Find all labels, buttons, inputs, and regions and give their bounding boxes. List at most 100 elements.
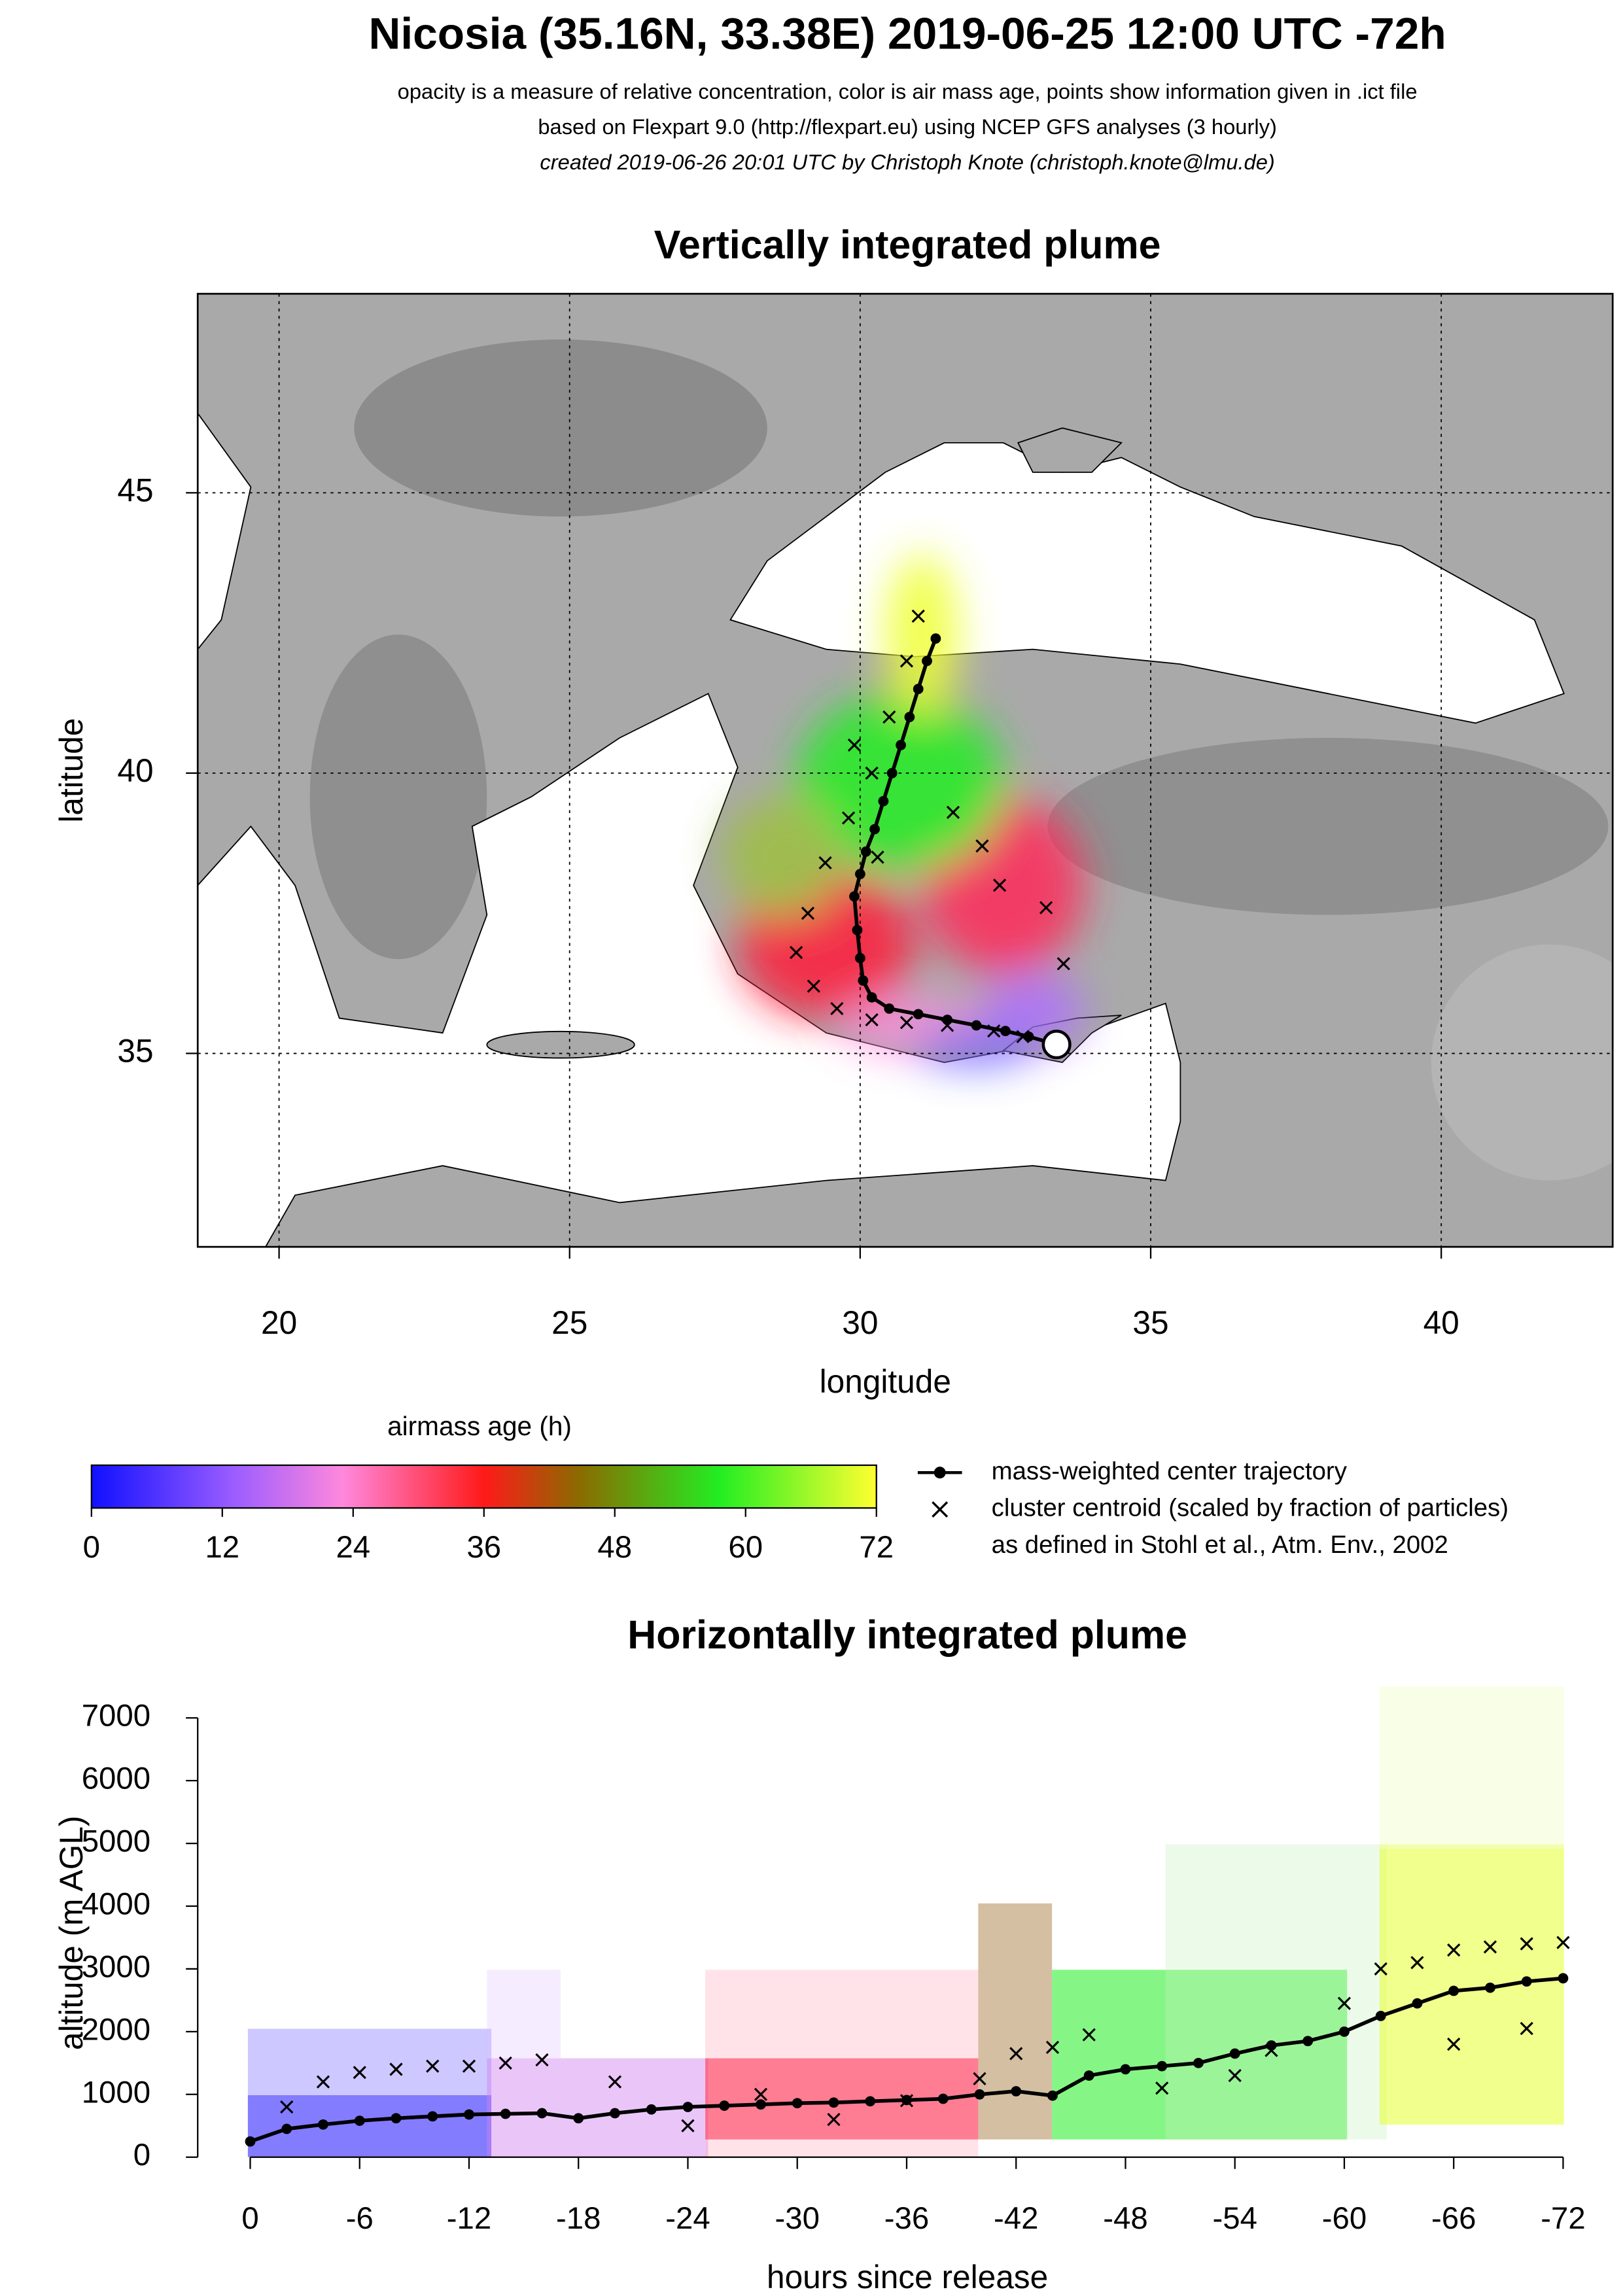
altitude-title: Horizontally integrated plume: [627, 1612, 1187, 1657]
colorbar-tick-label: 24: [336, 1530, 370, 1565]
trajectory-point: [930, 633, 941, 644]
trajectory-point: [500, 2108, 511, 2119]
trajectory-point: [860, 846, 871, 857]
trajectory-point: [1558, 1973, 1569, 1984]
trajectory-point: [849, 891, 860, 902]
trajectory-point: [1193, 2057, 1204, 2068]
trajectory-point: [1302, 2036, 1314, 2047]
x-tick-label: 25: [551, 1304, 587, 1341]
cluster-centroid: [987, 1024, 1001, 1038]
trajectory-point: [942, 1015, 953, 1025]
cluster-centroid: [871, 850, 884, 864]
trajectory-point: [865, 2096, 876, 2107]
x-tick-label: -24: [665, 2201, 710, 2236]
x-tick-label: -60: [1322, 2201, 1367, 2236]
x-tick-label: -66: [1431, 2201, 1476, 2236]
trajectory-point: [646, 2104, 657, 2115]
cluster-centroid: [1009, 2047, 1023, 2061]
cluster-centroid: [899, 654, 914, 668]
cluster-centroid: [1556, 1936, 1570, 1949]
cluster-centroid: [498, 2056, 512, 2070]
land-relief: [1047, 737, 1609, 915]
trajectory-point: [1011, 2086, 1022, 2096]
y-tick-label: 5000: [82, 1824, 150, 1859]
colorbar-title: airmass age (h): [387, 1411, 572, 1441]
cluster-centroid: [830, 1001, 844, 1015]
trajectory-point: [886, 767, 898, 778]
subtitle: based on Flexpart 9.0 (http://flexpart.e…: [538, 114, 1276, 139]
trajectory-point: [869, 824, 880, 835]
x-tick-label: -54: [1212, 2201, 1257, 2236]
legend-cross: [932, 1501, 949, 1518]
x-axis-label: longitude: [820, 1363, 951, 1400]
trajectory-point: [904, 712, 915, 723]
trajectory-point: [1521, 1976, 1532, 1987]
cluster-centroid: [1447, 1943, 1461, 1957]
map-frame: [196, 292, 1614, 1248]
trajectory-point: [913, 684, 924, 695]
x-tick-label: -48: [1103, 2201, 1147, 2236]
x-tick-label: -30: [775, 2201, 820, 2236]
cluster-centroid: [1016, 1030, 1030, 1043]
subtitle: opacity is a measure of relative concent…: [398, 79, 1418, 103]
x-tick-label: -12: [447, 2201, 491, 2236]
legend-dot: [934, 1467, 946, 1479]
trajectory-point: [922, 655, 932, 667]
legend-label: cluster centroid (scaled by fraction of …: [992, 1494, 1509, 1522]
cluster-centroid: [790, 946, 803, 960]
cluster-centroid: [975, 839, 989, 853]
trajectory-point: [245, 2136, 256, 2147]
cluster-centroid: [426, 2059, 440, 2073]
x-tick-label: -42: [994, 2201, 1038, 2236]
cluster-centroid: [1447, 2037, 1461, 2051]
x-tick-label: 20: [261, 1304, 297, 1341]
trajectory-point: [536, 2108, 548, 2119]
cluster-centroid: [1337, 1996, 1352, 2010]
trajectory-point: [854, 869, 865, 880]
trajectory-point: [682, 2102, 693, 2112]
trajectory-point: [1229, 2048, 1240, 2059]
trajectory-point: [1412, 1998, 1423, 2009]
cluster-centroid: [841, 811, 856, 825]
trajectory-point: [854, 952, 865, 964]
cluster-centroid: [1483, 1940, 1497, 1954]
cluster-centroid: [462, 2059, 476, 2073]
trajectory-point: [1339, 2026, 1350, 2037]
y-tick-label: 0: [133, 2138, 150, 2172]
colorbar-tick-label: 0: [83, 1530, 100, 1565]
land-relief: [309, 635, 487, 960]
crimea: [1017, 427, 1123, 473]
trajectory-point: [427, 2111, 438, 2122]
trajectory-point: [828, 2097, 839, 2108]
land-relief: [354, 339, 767, 517]
cluster-centroid: [353, 2066, 366, 2079]
trajectory-point: [281, 2123, 292, 2134]
cluster-centroid: [865, 1013, 879, 1027]
y-tick-label: 3000: [82, 1949, 150, 1984]
cluster-centroid: [807, 979, 820, 993]
colorbar-tick-label: 72: [859, 1530, 894, 1565]
cluster-centroid: [1374, 1962, 1387, 1976]
trajectory-point: [1083, 2070, 1094, 2081]
x-tick-label: -18: [556, 2201, 601, 2236]
cluster-centroid: [1520, 1937, 1533, 1951]
map-background: [198, 294, 1613, 1247]
main-title: Nicosia (35.16N, 33.38E) 2019-06-25 12:0…: [369, 10, 1446, 59]
subtitle: created 2019-06-26 20:01 UTC by Christop…: [540, 150, 1274, 174]
x-axis-label: hours since release: [767, 2259, 1048, 2295]
legend-note: as defined in Stohl et al., Atm. Env., 2…: [992, 1531, 1448, 1559]
cluster-centroid: [754, 2087, 768, 2101]
y-tick-label: 6000: [82, 1762, 150, 1796]
trajectory-point: [971, 1020, 982, 1031]
x-tick-label: 30: [842, 1304, 878, 1341]
trajectory-point: [858, 975, 869, 986]
y-tick-label: 45: [117, 472, 153, 508]
altitude-plume: [247, 1686, 1564, 2157]
cluster-centroid: [316, 2075, 330, 2089]
release-point: [1041, 1030, 1072, 1060]
cluster-centroid: [911, 609, 925, 623]
plume: [723, 553, 1085, 1066]
trajectory-point: [896, 740, 906, 750]
x-tick-label: -6: [346, 2201, 374, 2236]
cluster-centroid: [847, 738, 862, 752]
